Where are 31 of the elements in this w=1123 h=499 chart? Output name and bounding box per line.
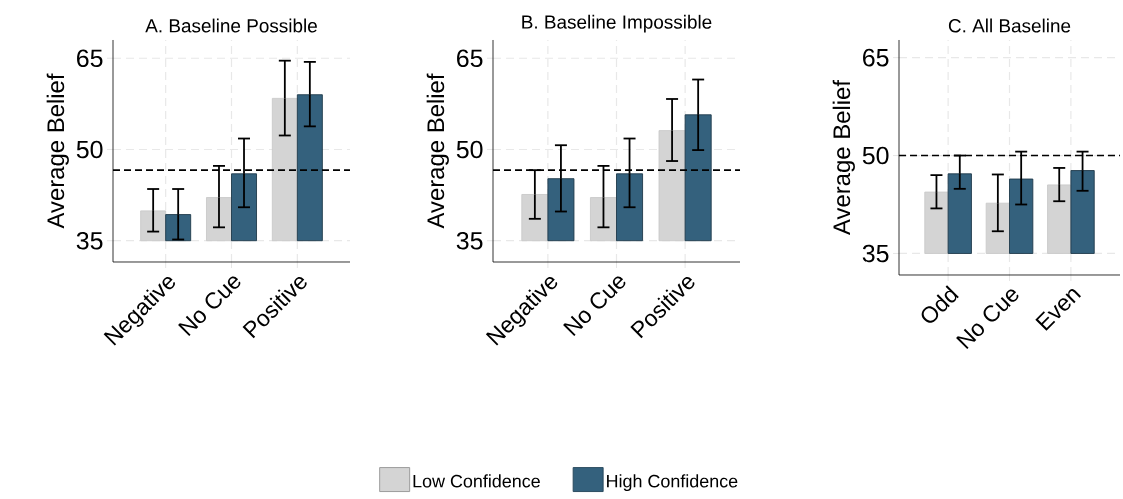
x-tick-label: No Cue <box>563 276 626 337</box>
bar <box>616 173 644 242</box>
y-tick-label: 35 <box>862 244 889 263</box>
bar <box>1009 178 1034 254</box>
bar <box>1070 170 1095 254</box>
bar <box>271 97 298 242</box>
x-tick-label: No Cue <box>178 276 241 337</box>
bar <box>684 114 712 242</box>
bar <box>231 173 257 242</box>
bar <box>924 191 949 254</box>
y-tick-label: 65 <box>863 48 889 67</box>
bar <box>947 173 972 254</box>
legend-label: Low Confidence <box>413 474 540 488</box>
y-tick-label: 50 <box>456 140 483 159</box>
chart-title: C. All Baseline <box>948 18 1071 33</box>
y-axis-title: Average Belief <box>832 79 855 235</box>
x-tick-label: Odd <box>921 285 959 323</box>
chart-title: A. Baseline Possible <box>145 18 317 33</box>
y-tick-label: 65 <box>457 49 483 68</box>
y-tick-label: 50 <box>76 140 103 159</box>
bar <box>658 130 686 242</box>
y-tick-label: 65 <box>77 49 103 68</box>
chart-title: B. Baseline Impossible <box>522 14 712 33</box>
bar <box>1047 184 1072 254</box>
y-axis-title: Average Belief <box>46 73 69 229</box>
legend-label: High Confidence <box>607 474 738 492</box>
y-axis-title: Average Belief <box>426 73 449 229</box>
y-tick-label: 35 <box>456 231 483 250</box>
y-tick-label: 35 <box>76 231 103 250</box>
y-tick-label: 50 <box>862 146 889 165</box>
bar <box>296 94 323 242</box>
